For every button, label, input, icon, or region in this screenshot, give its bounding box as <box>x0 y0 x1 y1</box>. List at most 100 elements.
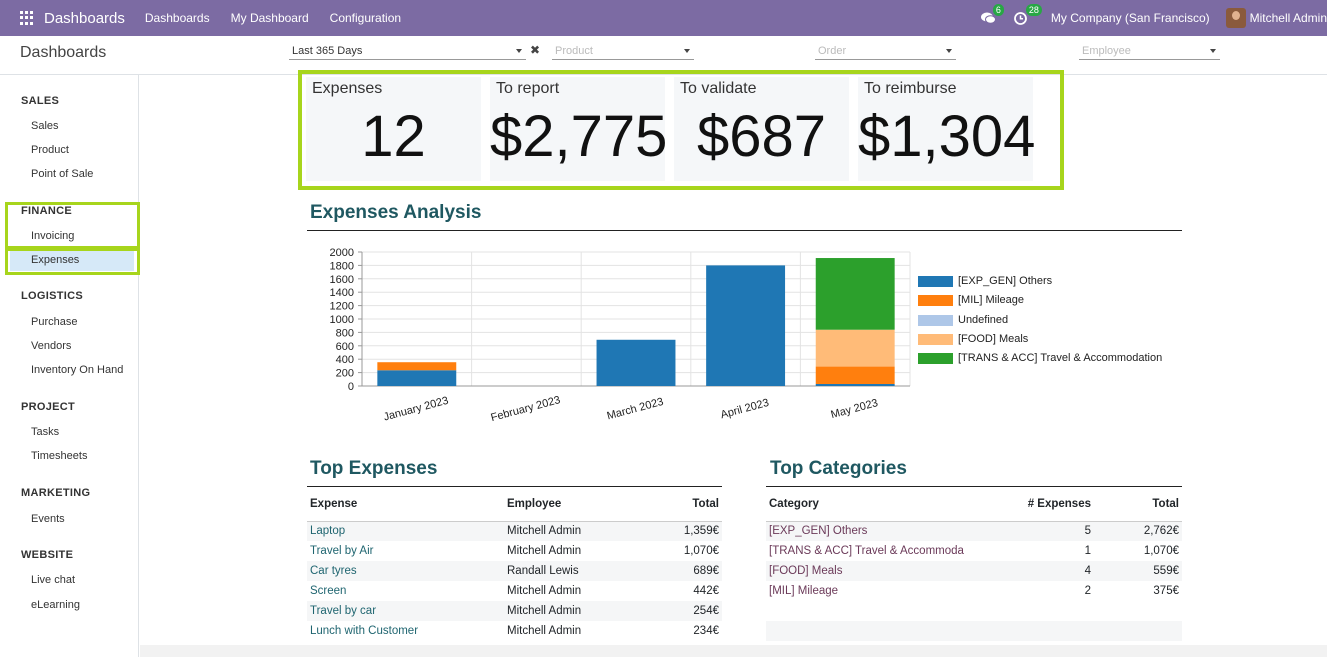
row-link[interactable]: Lunch with Customer <box>310 625 419 637</box>
sidebar-item-product[interactable]: Product <box>31 144 69 156</box>
sidebar-item-sales[interactable]: Sales <box>31 120 59 132</box>
table-cell: 4 <box>1006 561 1094 581</box>
avatar[interactable] <box>1225 8 1246 28</box>
sidebar-item-events[interactable]: Events <box>31 513 65 525</box>
column-header[interactable]: Category <box>766 487 1006 522</box>
y-tick-label: 1000 <box>330 314 354 326</box>
sidebar-item-elearning[interactable]: eLearning <box>31 599 80 611</box>
table-row[interactable]: [EXP_GEN] Others 5 2,762€ <box>766 521 1182 541</box>
legend-swatch <box>918 333 953 345</box>
table-cell: Mitchell Admin <box>507 545 582 557</box>
table-cell: 559€ <box>1094 561 1182 581</box>
table-row[interactable]: [FOOD] Meals 4 559€ <box>766 561 1182 581</box>
column-header[interactable]: # Expenses <box>1006 487 1094 522</box>
sidebar-item-point-of-sale[interactable]: Point of Sale <box>31 168 94 180</box>
section-divider <box>307 230 1182 231</box>
employee-filter-select[interactable]: Employee <box>1079 43 1220 60</box>
messages-button[interactable]: 6 <box>980 3 1004 25</box>
sidebar-section-project: PROJECT <box>21 401 76 413</box>
table-row[interactable]: [MIL] Mileage 2 375€ <box>766 581 1182 601</box>
table-row[interactable]: Laptop Mitchell Admin 1,359€ <box>307 521 722 541</box>
chevron-down-icon <box>1210 49 1216 53</box>
sidebar-item-expenses[interactable]: Expenses <box>31 254 80 266</box>
y-tick-label: 200 <box>336 368 354 380</box>
sidebar-item-vendors[interactable]: Vendors <box>31 340 72 352</box>
sidebar-item-timesheets[interactable]: Timesheets <box>31 450 88 462</box>
menu-my-dashboard[interactable]: My Dashboard <box>230 11 309 25</box>
kpi-label: Expenses <box>312 80 383 97</box>
sidebar-item-tasks[interactable]: Tasks <box>31 426 60 438</box>
table-row[interactable]: Travel by Air Mitchell Admin 1,070€ <box>307 541 722 561</box>
breadcrumb[interactable]: Dashboards <box>20 44 107 61</box>
clock-icon <box>1014 11 1027 25</box>
kpi-card-to-validate[interactable]: To validate $687 <box>674 77 849 181</box>
company-switcher[interactable]: My Company (San Francisco) <box>1050 11 1210 25</box>
x-tick-label: January 2023 <box>382 395 450 424</box>
empty-row <box>766 621 1182 641</box>
date-filter-select[interactable]: Last 365 Days ✖ <box>289 43 540 60</box>
bar-segment <box>706 265 786 386</box>
date-filter-value: Last 365 Days <box>292 45 363 57</box>
top-expenses-table: Expense Employee Total Laptop Mitchell Ad… <box>307 487 722 641</box>
row-link[interactable]: Laptop <box>307 521 504 541</box>
row-link[interactable]: [EXP_GEN] Others <box>766 521 1006 541</box>
activities-badge: 28 <box>1025 3 1042 16</box>
table-cell: Mitchell Admin <box>507 625 582 637</box>
y-tick-label: 1600 <box>330 274 354 286</box>
control-panel: Dashboards Last 365 Days ✖ Product Order… <box>0 36 1327 75</box>
product-filter-placeholder: Product <box>555 45 593 57</box>
close-icon[interactable]: ✖ <box>529 43 540 57</box>
table-row[interactable]: Travel by car Mitchell Admin 254€ <box>307 601 722 621</box>
kpi-value: $687 <box>696 104 827 169</box>
product-filter-select[interactable]: Product <box>552 43 694 60</box>
order-filter-placeholder: Order <box>818 45 847 57</box>
bar-segment <box>815 329 895 367</box>
row-link[interactable]: Car tyres <box>307 561 504 581</box>
column-header[interactable]: Employee <box>504 487 644 522</box>
y-tick-label: 600 <box>336 341 354 353</box>
user-menu[interactable]: Mitchell Admin <box>1249 11 1327 25</box>
app-title[interactable]: Dashboards <box>44 9 125 27</box>
y-tick-label: 1400 <box>330 287 354 299</box>
row-link[interactable]: [TRANS & ACC] Travel & Accommoda <box>769 545 964 557</box>
menu-dashboards[interactable]: Dashboards <box>144 11 210 25</box>
chevron-down-icon <box>684 49 690 53</box>
bar-segment <box>815 366 895 384</box>
sidebar-item-inventory-on-hand[interactable]: Inventory On Hand <box>31 364 124 376</box>
column-header[interactable]: Expense <box>307 487 504 522</box>
apps-menu-icon[interactable] <box>20 11 34 25</box>
y-tick-label: 0 <box>348 381 354 393</box>
sidebar-item-invoicing[interactable]: Invoicing <box>31 230 75 242</box>
top-navbar: Dashboards Dashboards My Dashboard Confi… <box>0 0 1327 36</box>
sidebar-item-purchase[interactable]: Purchase <box>31 316 78 328</box>
activities-button[interactable]: 28 <box>1014 3 1042 25</box>
top-categories-table: Category # Expenses Total [EXP_GEN] Othe… <box>766 487 1182 601</box>
kpi-card-to-reimburse[interactable]: To reimburse $1,304 <box>858 77 1035 181</box>
sidebar-item-live-chat[interactable]: Live chat <box>31 574 76 586</box>
legend-swatch <box>918 353 953 365</box>
sidebar: SALES Sales Product Point of Sale FINANC… <box>0 75 139 657</box>
row-link[interactable]: Screen <box>310 585 347 597</box>
column-header[interactable]: Total <box>644 487 722 522</box>
table-row[interactable]: Screen Mitchell Admin 442€ <box>307 581 722 601</box>
sidebar-section-finance: FINANCE <box>21 205 72 217</box>
kpi-label: To report <box>496 80 560 97</box>
table-row[interactable]: Lunch with Customer Mitchell Admin 234€ <box>307 621 722 641</box>
table-row[interactable]: Car tyres Randall Lewis 689€ <box>307 561 722 581</box>
row-link[interactable]: Travel by Air <box>310 545 374 557</box>
chevron-down-icon <box>946 49 952 53</box>
kpi-card-to-report[interactable]: To report $2,775 <box>490 77 667 181</box>
menu-configuration[interactable]: Configuration <box>329 11 402 25</box>
order-filter-select[interactable]: Order <box>815 43 956 60</box>
kpi-card-expenses[interactable]: Expenses 12 <box>306 77 481 181</box>
y-tick-label: 1200 <box>330 301 354 313</box>
column-header[interactable]: Total <box>1094 487 1182 522</box>
row-link[interactable]: Travel by car <box>307 601 504 621</box>
bar-segment <box>377 362 457 371</box>
row-link[interactable]: [FOOD] Meals <box>766 561 1006 581</box>
table-cell: 2,762€ <box>1094 521 1182 541</box>
finance-highlight-box <box>5 202 140 249</box>
table-row[interactable]: [TRANS & ACC] Travel & Accommoda 1 1,070€ <box>766 541 1182 561</box>
row-link[interactable]: [MIL] Mileage <box>769 585 839 597</box>
